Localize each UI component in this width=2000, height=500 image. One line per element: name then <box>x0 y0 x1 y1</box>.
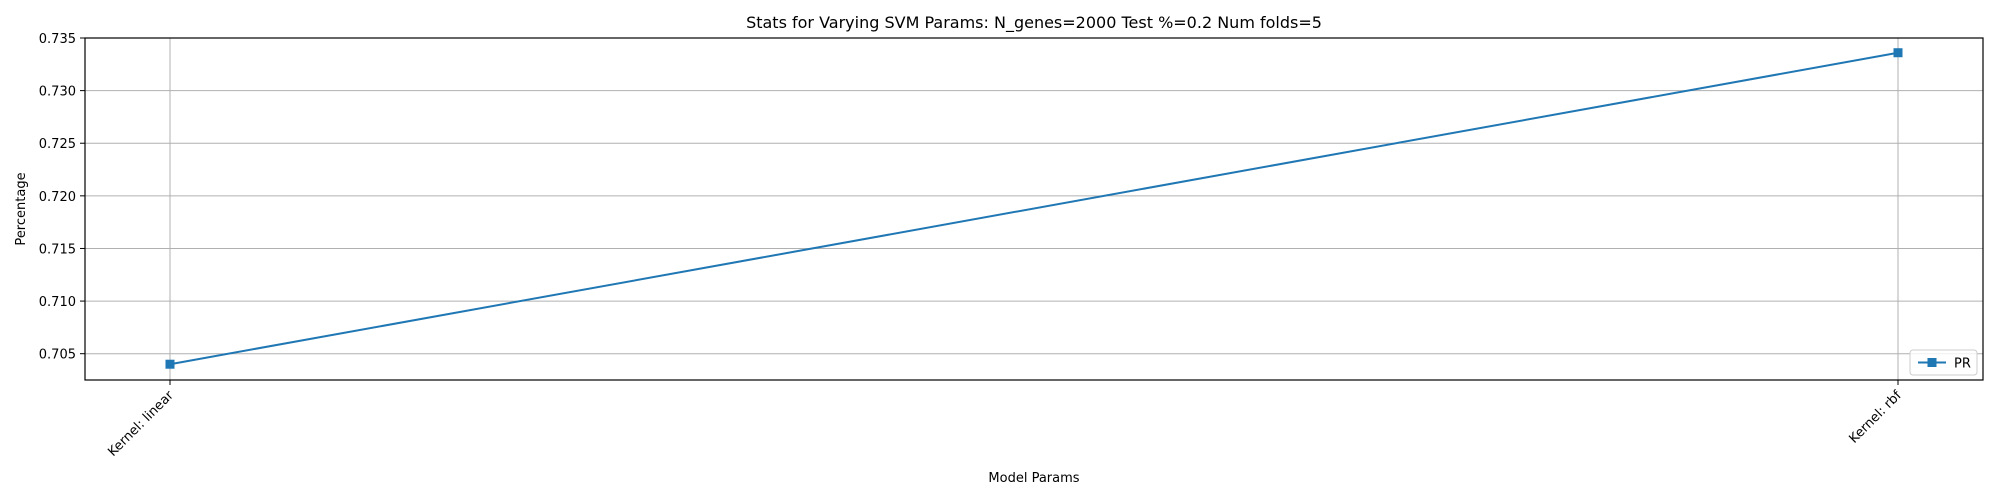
y-tick-label: 0.705 <box>39 348 76 363</box>
y-axis: 0.705 0.710 0.715 0.720 0.725 0.730 0.735 <box>39 32 85 363</box>
y-tick-label: 0.720 <box>39 190 76 205</box>
data-point <box>1893 48 1903 58</box>
chart-title: Stats for Varying SVM Params: N_genes=20… <box>746 13 1322 33</box>
data-point <box>165 359 175 369</box>
x-axis-label: Model Params <box>988 471 1079 486</box>
y-tick-label: 0.710 <box>39 295 76 310</box>
plot-frame <box>84 37 1984 381</box>
y-axis-label: Percentage <box>14 172 29 245</box>
legend: PR <box>1909 349 1978 376</box>
series-layer <box>165 48 1903 369</box>
legend-label: PR <box>1954 357 1971 372</box>
y-tick-label: 0.715 <box>39 242 76 257</box>
y-tick-label: 0.735 <box>39 32 76 47</box>
y-tick-label: 0.725 <box>39 137 76 152</box>
y-tick-label: 0.730 <box>39 85 76 100</box>
series-line <box>169 51 1899 366</box>
legend-marker <box>1927 358 1937 367</box>
